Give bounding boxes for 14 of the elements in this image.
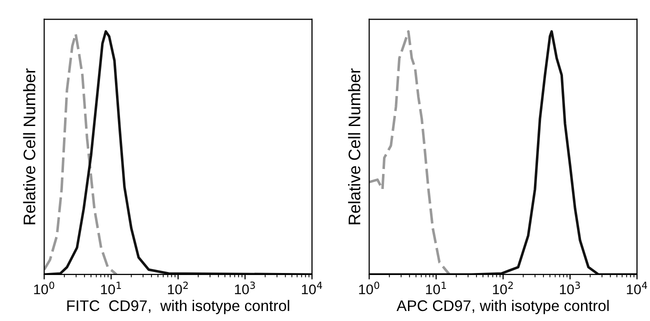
x-tick-label: 10$^{1}$ bbox=[101, 282, 121, 294]
x-tick-label: 10$^{2}$ bbox=[493, 282, 513, 294]
x-tick-label: 10$^{1}$ bbox=[426, 282, 446, 294]
y-axis-title: Relative Cell Number bbox=[23, 68, 36, 224]
x-tick-label: 10$^{2}$ bbox=[168, 282, 188, 294]
x-tick-label: 10$^{0}$ bbox=[34, 282, 54, 294]
x-axis-title: APC CD97, with isotype control bbox=[396, 300, 609, 314]
x-axis-title: FITC CD97, with isotype control bbox=[67, 300, 290, 314]
x-tick-label: 10$^{0}$ bbox=[359, 282, 380, 294]
x-tick-label: 10$^{3}$ bbox=[235, 282, 255, 294]
x-tick-label: 10$^{3}$ bbox=[560, 282, 580, 294]
x-tick-label: 10$^{4}$ bbox=[626, 282, 648, 294]
y-axis-title: Relative Cell Number bbox=[348, 68, 360, 224]
x-tick-label: 10$^{4}$ bbox=[302, 282, 322, 294]
